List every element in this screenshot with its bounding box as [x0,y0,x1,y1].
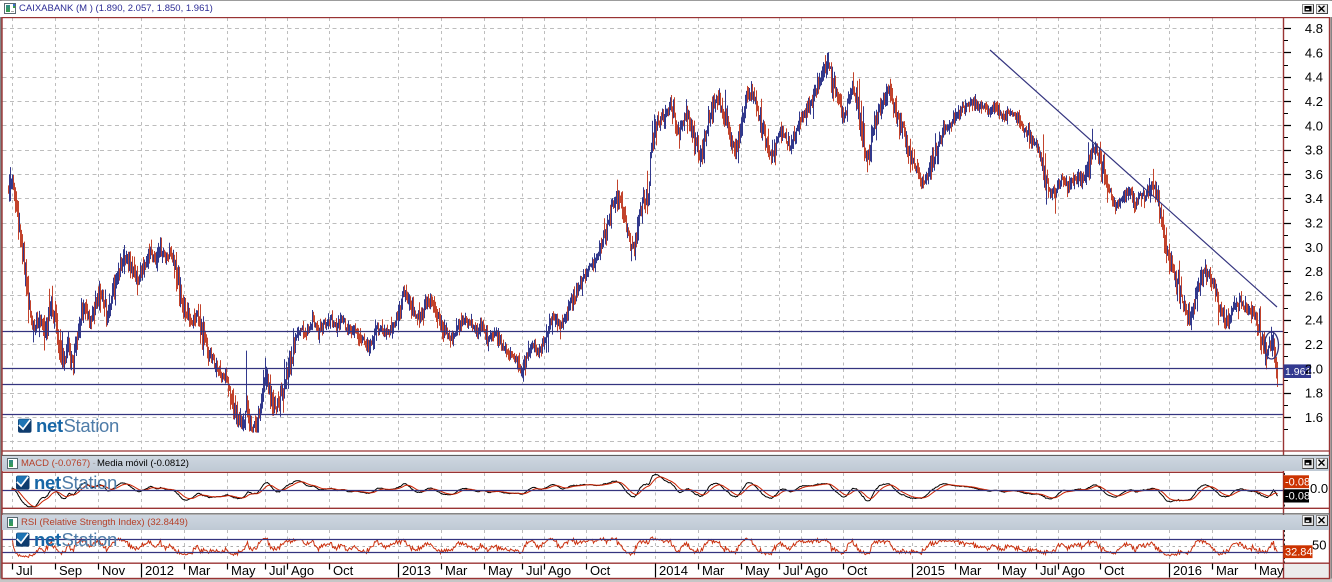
svg-text:Station: Station [64,415,120,436]
svg-text:Oct: Oct [847,563,868,578]
svg-text:net: net [34,472,61,493]
svg-text:net: net [34,529,61,550]
svg-text:3.2: 3.2 [1305,216,1323,231]
svg-text:2.8: 2.8 [1305,264,1323,279]
svg-text:2015: 2015 [916,563,945,578]
svg-text:May: May [231,563,256,578]
svg-text:4.2: 4.2 [1305,94,1323,109]
svg-text:May: May [745,563,770,578]
svg-text:May: May [1002,563,1027,578]
svg-text:4.4: 4.4 [1305,70,1323,85]
svg-text:Jul: Jul [269,563,286,578]
svg-text:Oct: Oct [1104,563,1125,578]
svg-text:4.8: 4.8 [1305,21,1323,36]
svg-text:3.0: 3.0 [1305,240,1323,255]
svg-text:2.2: 2.2 [1305,337,1323,352]
svg-text:3.8: 3.8 [1305,143,1323,158]
svg-text:Mar: Mar [959,563,982,578]
svg-text:Jul: Jul [1040,563,1057,578]
svg-text:Jul: Jul [783,563,800,578]
svg-text:Ago: Ago [1062,563,1085,578]
svg-text:1.961: 1.961 [1285,366,1311,378]
svg-text:50: 50 [1312,538,1326,553]
svg-text:2016: 2016 [1173,563,1202,578]
svg-text:2013: 2013 [402,563,431,578]
svg-text:2014: 2014 [659,563,688,578]
svg-text:May: May [1259,563,1284,578]
svg-text:4.0: 4.0 [1305,118,1323,133]
svg-text:Mar: Mar [445,563,468,578]
svg-text:2012: 2012 [145,563,174,578]
svg-text:Mar: Mar [702,563,725,578]
svg-text:Ago: Ago [291,563,314,578]
svg-text:4.6: 4.6 [1305,45,1323,60]
svg-text:32.84: 32.84 [1285,546,1313,558]
svg-text:Oct: Oct [590,563,611,578]
svg-text:May: May [488,563,513,578]
svg-text:2.0: 2.0 [1305,361,1323,376]
svg-text:3.4: 3.4 [1305,191,1323,206]
svg-text:Station: Station [62,529,118,550]
svg-text:-0.08: -0.08 [1285,476,1310,488]
svg-text:Mar: Mar [1216,563,1239,578]
svg-text:Nov: Nov [102,563,126,578]
svg-text:net: net [36,415,63,436]
svg-text:Jul: Jul [526,563,543,578]
svg-text:Jul: Jul [16,563,33,578]
svg-text:0.0: 0.0 [1310,481,1328,496]
svg-text:Ago: Ago [805,563,828,578]
svg-text:Ago: Ago [548,563,571,578]
svg-text:Mar: Mar [188,563,211,578]
svg-text:1.6: 1.6 [1305,410,1323,425]
svg-text:2.6: 2.6 [1305,288,1323,303]
svg-text:-0.08: -0.08 [1285,491,1310,503]
svg-text:Station: Station [62,472,118,493]
svg-text:2.4: 2.4 [1305,313,1323,328]
svg-text:1.8: 1.8 [1305,386,1323,401]
svg-text:Sep: Sep [59,563,82,578]
svg-text:Oct: Oct [333,563,354,578]
svg-text:3.6: 3.6 [1305,167,1323,182]
